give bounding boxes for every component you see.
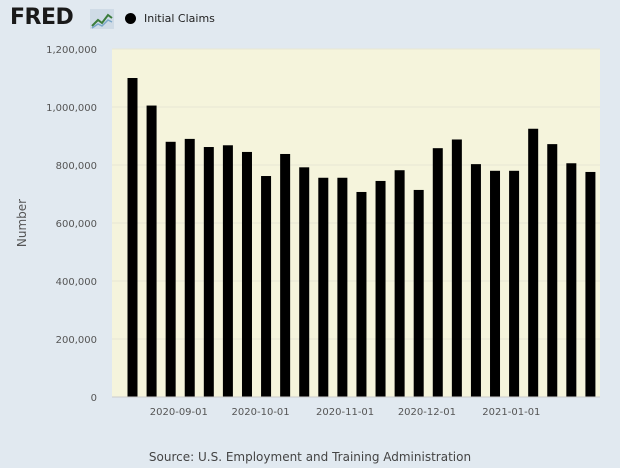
- x-tick-label: 2021-01-01: [482, 407, 540, 418]
- y-tick-label: 0: [91, 393, 97, 404]
- bar: [127, 78, 138, 397]
- bar: [146, 105, 157, 398]
- chart-legend: Initial Claims: [125, 10, 215, 26]
- bar: [222, 145, 233, 397]
- x-tick-label: 2020-12-01: [398, 407, 456, 418]
- x-tick-label: 2020-09-01: [150, 407, 208, 418]
- y-tick-label: 1,000,000: [46, 103, 97, 114]
- bar: [509, 170, 520, 397]
- bar: [203, 147, 214, 397]
- bar: [241, 151, 252, 397]
- bar: [528, 128, 539, 397]
- y-tick-label: 400,000: [56, 277, 97, 288]
- fred-graph-icon: [90, 9, 114, 29]
- y-tick-label: 1,200,000: [46, 45, 97, 56]
- x-tick-label: 2020-10-01: [232, 407, 290, 418]
- y-tick-label: 600,000: [56, 219, 97, 230]
- source-note: Source: U.S. Employment and Training Adm…: [148, 450, 472, 464]
- bar: [337, 177, 348, 397]
- bar: [451, 139, 462, 398]
- chart-header: FRED Initial Claims: [0, 0, 620, 40]
- bar: [585, 171, 596, 397]
- fred-logo: FRED: [10, 5, 74, 30]
- bar: [165, 141, 176, 397]
- bar: [413, 189, 424, 397]
- bar-chart: 0 200,000 400,000 600,000 800,000 1,000,000 1,…: [15, 45, 600, 418]
- legend-label: Initial Claims: [144, 11, 215, 25]
- y-tick-label: 800,000: [56, 161, 97, 172]
- bar: [470, 164, 481, 397]
- bar: [394, 170, 405, 397]
- bar: [432, 148, 443, 397]
- x-axis-ticks: 2020-09-01 2020-10-01 2020-11-01 2020-12-01…: [112, 396, 600, 418]
- bar: [280, 153, 291, 397]
- bar-series: [127, 78, 596, 398]
- x-tick-label: 2020-11-01: [316, 407, 374, 418]
- legend-marker-icon: [125, 12, 136, 24]
- bar: [547, 144, 558, 397]
- bar: [375, 180, 386, 397]
- y-axis-label: Number: [15, 199, 29, 247]
- bar: [184, 138, 195, 397]
- y-axis-ticks: 0 200,000 400,000 600,000 800,000 1,000,000 1,…: [46, 45, 97, 404]
- y-tick-label: 200,000: [56, 335, 97, 346]
- bar: [318, 177, 329, 397]
- bar: [356, 191, 367, 397]
- bar: [299, 167, 310, 397]
- bar: [490, 170, 501, 397]
- bar: [566, 163, 577, 397]
- bar: [261, 176, 272, 397]
